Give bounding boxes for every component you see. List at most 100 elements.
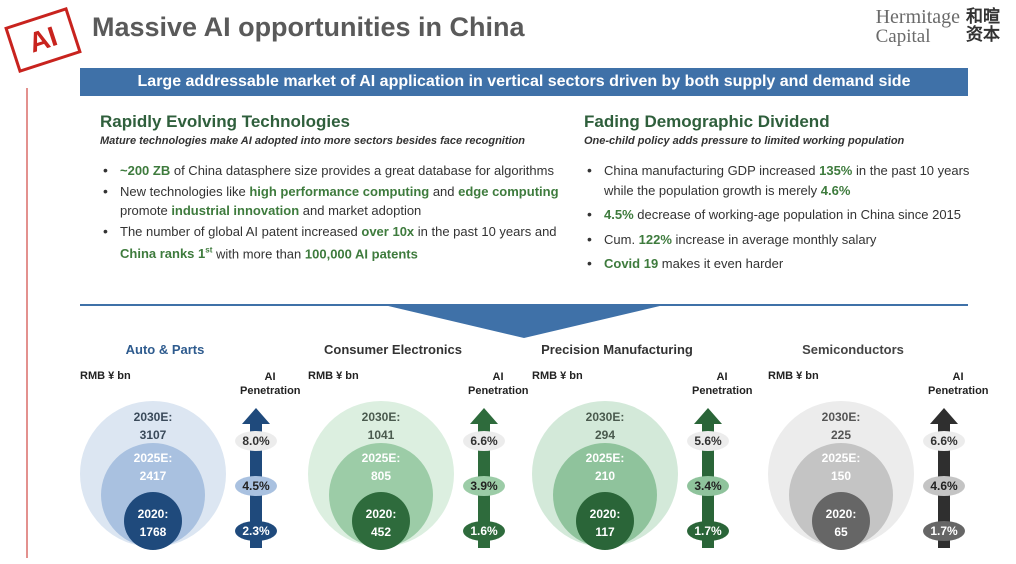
demographic-section: Fading Demographic Dividend One-child po… — [584, 112, 984, 279]
page-title: Massive AI opportunities in China — [92, 12, 525, 42]
penetration-label-line-1: AI — [716, 371, 728, 383]
pill-2030 — [463, 431, 505, 451]
bullet-item: 4.5% decrease of working-age population … — [584, 205, 984, 225]
brand-name-en: Hermitage Capital — [875, 6, 960, 47]
brand-line-1: Hermitage — [875, 6, 960, 28]
value-2025: 210 — [595, 469, 615, 483]
penetration-2030: 5.6% — [694, 434, 722, 448]
value-2025: 805 — [371, 469, 391, 483]
pill-2030 — [687, 431, 729, 451]
value-2020: 65 — [834, 525, 848, 539]
unit-label: RMB ¥ bn — [532, 370, 583, 382]
value-2030: 294 — [595, 428, 615, 442]
bullet-item: Cum. 122% increase in average monthly sa… — [584, 230, 984, 250]
sector-title: Consumer Electronics — [324, 342, 462, 357]
brand-line-2: Capital — [875, 26, 931, 47]
value-2025: 2417 — [140, 469, 167, 483]
value-2030: 225 — [831, 428, 851, 442]
label-2025: 2025E: — [822, 451, 861, 465]
penetration-2025: 4.5% — [242, 479, 270, 493]
value-2030: 1041 — [368, 428, 395, 442]
value-2030: 3107 — [140, 428, 167, 442]
penetration-2025: 4.6% — [930, 479, 958, 493]
penetration-label: AI Penetration — [692, 370, 753, 398]
market-size-circles: 2030E: 225 2025E: 150 2020: 65 6.6% 4.6%… — [768, 401, 965, 550]
demographic-heading: Fading Demographic Dividend — [584, 112, 830, 131]
penetration-2030: 8.0% — [242, 434, 270, 448]
unit-label: RMB ¥ bn — [80, 370, 131, 382]
pill-2020 — [923, 521, 965, 541]
label-2030: 2030E: — [822, 410, 861, 424]
pill-2025 — [235, 476, 277, 496]
circle-2020 — [812, 492, 870, 550]
label-2030: 2030E: — [586, 410, 625, 424]
label-2030: 2030E: — [362, 410, 401, 424]
brand-cn-line-1: 和暄 — [966, 7, 1000, 26]
penetration-2030: 6.6% — [930, 434, 958, 448]
technologies-heading: Rapidly Evolving Technologies — [100, 112, 351, 131]
penetration-label: AI Penetration — [468, 370, 529, 398]
penetration-2020: 1.6% — [470, 524, 498, 538]
market-size-circles: 2030E: 3107 2025E: 2417 2020: 1768 8.0% … — [80, 401, 277, 550]
ai-logo-stamp: AI — [4, 6, 82, 74]
penetration-label: AI Penetration — [928, 370, 989, 398]
penetration-2020: 1.7% — [694, 524, 722, 538]
penetration-2020: 1.7% — [930, 524, 958, 538]
label-2020: 2020: — [366, 507, 397, 521]
pill-2025 — [923, 476, 965, 496]
value-2020: 452 — [371, 525, 391, 539]
bullet-item: China manufacturing GDP increased 135% i… — [584, 161, 984, 200]
penetration-label-line-2: Penetration — [692, 385, 753, 397]
penetration-label-line-2: Penetration — [928, 385, 989, 397]
value-2020: 1768 — [140, 525, 167, 539]
market-size-circles: 2030E: 1041 2025E: 805 2020: 452 6.6% 3.… — [308, 401, 505, 550]
value-2025: 150 — [831, 469, 851, 483]
value-2020: 117 — [595, 525, 615, 539]
label-2025: 2025E: — [586, 451, 625, 465]
headline-banner: Large addressable market of AI applicati… — [80, 68, 968, 96]
arrow-up-icon — [470, 408, 498, 424]
chevron-down-icon — [384, 305, 664, 338]
pill-2025 — [687, 476, 729, 496]
sector-panel: Consumer Electronics RMB ¥ bn AI Penetra… — [308, 342, 529, 557]
label-2020: 2020: — [138, 507, 169, 521]
sector-panel: Precision Manufacturing RMB ¥ bn AI Pene… — [532, 342, 753, 557]
penetration-label-line-2: Penetration — [240, 385, 301, 397]
arrow-up-icon — [242, 408, 270, 424]
label-2020: 2020: — [590, 507, 621, 521]
unit-label: RMB ¥ bn — [308, 370, 359, 382]
pill-2020 — [235, 521, 277, 541]
label-2025: 2025E: — [134, 451, 173, 465]
demographic-subheading: One-child policy adds pressure to limite… — [584, 135, 905, 147]
brand-logo: Hermitage Capital 和暄 资本 — [875, 6, 1002, 47]
technologies-section: Rapidly Evolving Technologies Mature tec… — [100, 112, 570, 265]
arrow-up-icon — [930, 408, 958, 424]
label-2025: 2025E: — [362, 451, 401, 465]
market-size-circles: 2030E: 294 2025E: 210 2020: 117 5.6% 3.4… — [532, 401, 729, 550]
technologies-bullets: ~200 ZB of China datasphere size provide… — [100, 161, 570, 264]
sector-title: Precision Manufacturing — [541, 342, 693, 357]
pill-2025 — [463, 476, 505, 496]
pill-2020 — [463, 521, 505, 541]
brand-cn-line-2: 资本 — [966, 25, 1000, 44]
bullet-item: Covid 19 makes it even harder — [584, 254, 984, 274]
label-2030: 2030E: — [134, 410, 173, 424]
bullet-item: ~200 ZB of China datasphere size provide… — [100, 161, 570, 181]
penetration-label: AI Penetration — [240, 370, 301, 398]
brand-name-cn: 和暄 资本 — [966, 8, 1002, 44]
side-accent-line — [26, 88, 28, 558]
pill-2030 — [923, 431, 965, 451]
penetration-2030: 6.6% — [470, 434, 498, 448]
penetration-2025: 3.9% — [470, 479, 498, 493]
pill-2030 — [235, 431, 277, 451]
bullet-item: New technologies like high performance c… — [100, 182, 570, 221]
demographic-bullets: China manufacturing GDP increased 135% i… — [584, 161, 984, 274]
sector-panel: Semiconductors RMB ¥ bn AI Penetration 2… — [768, 342, 989, 557]
sector-title: Auto & Parts — [125, 342, 205, 357]
unit-label: RMB ¥ bn — [768, 370, 819, 382]
circle-2020 — [352, 492, 410, 550]
ai-logo-text: AI — [24, 20, 61, 59]
circle-2020 — [576, 492, 634, 550]
penetration-2025: 3.4% — [694, 479, 722, 493]
label-2020: 2020: — [826, 507, 857, 521]
